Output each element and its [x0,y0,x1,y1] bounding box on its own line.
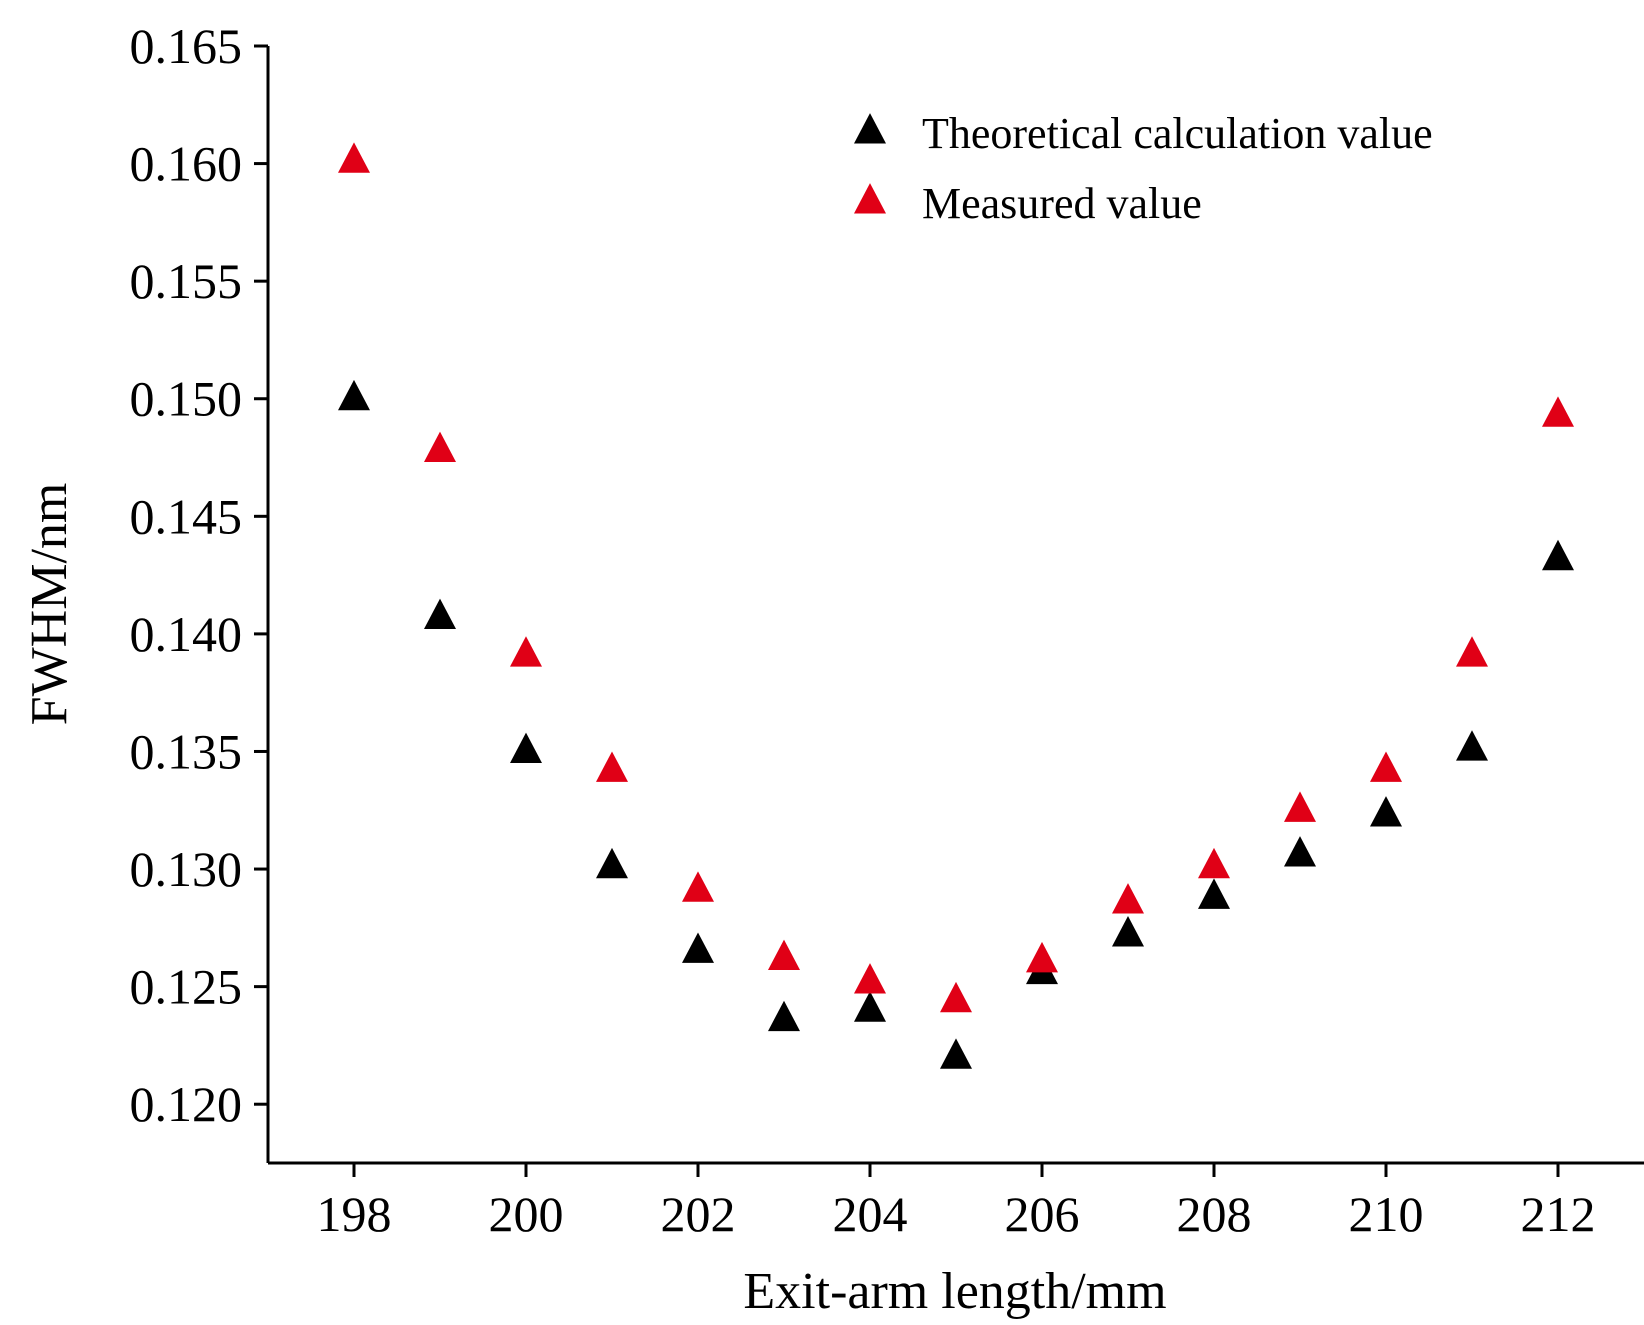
y-tick-label: 0.130 [130,841,243,897]
data-point [1542,396,1574,427]
y-axis-title: FWHM/nm [21,483,78,726]
data-point [1284,791,1316,822]
data-point [940,1038,972,1069]
data-point [682,871,714,902]
y-tick-label: 0.155 [130,253,243,309]
legend-marker [854,183,886,214]
data-point [1542,539,1574,571]
series-measured [338,142,1574,1013]
y-tick-label: 0.135 [130,723,243,779]
y-tick-label: 0.120 [130,1076,243,1132]
data-point [854,963,886,994]
data-point [1370,796,1402,827]
x-tick-label: 198 [317,1186,392,1242]
x-tick-label: 212 [1521,1186,1596,1242]
data-point [338,142,370,173]
data-point [1198,847,1230,879]
x-tick-label: 206 [1005,1186,1080,1242]
data-point [1284,836,1316,867]
x-ticks: 198 200 202 204 206 208 210 212 [317,1163,1596,1242]
data-point [1026,941,1058,973]
data-point [1112,883,1144,914]
x-axis-title: Exit-arm length/mm [743,1263,1166,1320]
data-point [510,732,542,764]
y-ticks: 0.120 0.125 0.130 0.135 0.140 0.145 0.150 0.155… [130,18,268,1132]
data-point [768,939,800,970]
data-point [854,991,886,1022]
data-point [596,751,628,782]
y-tick-label: 0.140 [130,606,243,662]
data-point [338,379,370,411]
data-point [510,636,542,667]
data-points [338,142,1574,1069]
data-point [424,598,456,629]
data-point [768,1000,800,1032]
x-tick-label: 208 [1177,1186,1252,1242]
data-point [596,847,628,879]
data-point [1112,916,1144,947]
y-tick-label: 0.145 [130,488,243,544]
y-tick-label: 0.150 [130,371,243,427]
legend: Theoretical calculation value Measured va… [854,109,1433,228]
data-point [424,431,456,463]
data-point [940,981,972,1013]
data-point [682,932,714,963]
data-point [1198,878,1230,909]
x-tick-label: 200 [489,1186,564,1242]
x-tick-label: 202 [661,1186,736,1242]
data-point [1370,751,1402,782]
y-tick-label: 0.165 [130,18,243,74]
x-tick-label: 210 [1349,1186,1424,1242]
y-tick-label: 0.160 [130,136,243,192]
legend-label: Measured value [922,179,1202,228]
data-point [1456,730,1488,761]
legend-label: Theoretical calculation value [922,109,1433,158]
series-theoretical [338,379,1574,1069]
legend-marker [854,113,886,144]
y-tick-label: 0.125 [130,959,243,1015]
data-point [1456,636,1488,667]
x-tick-label: 204 [833,1186,908,1242]
